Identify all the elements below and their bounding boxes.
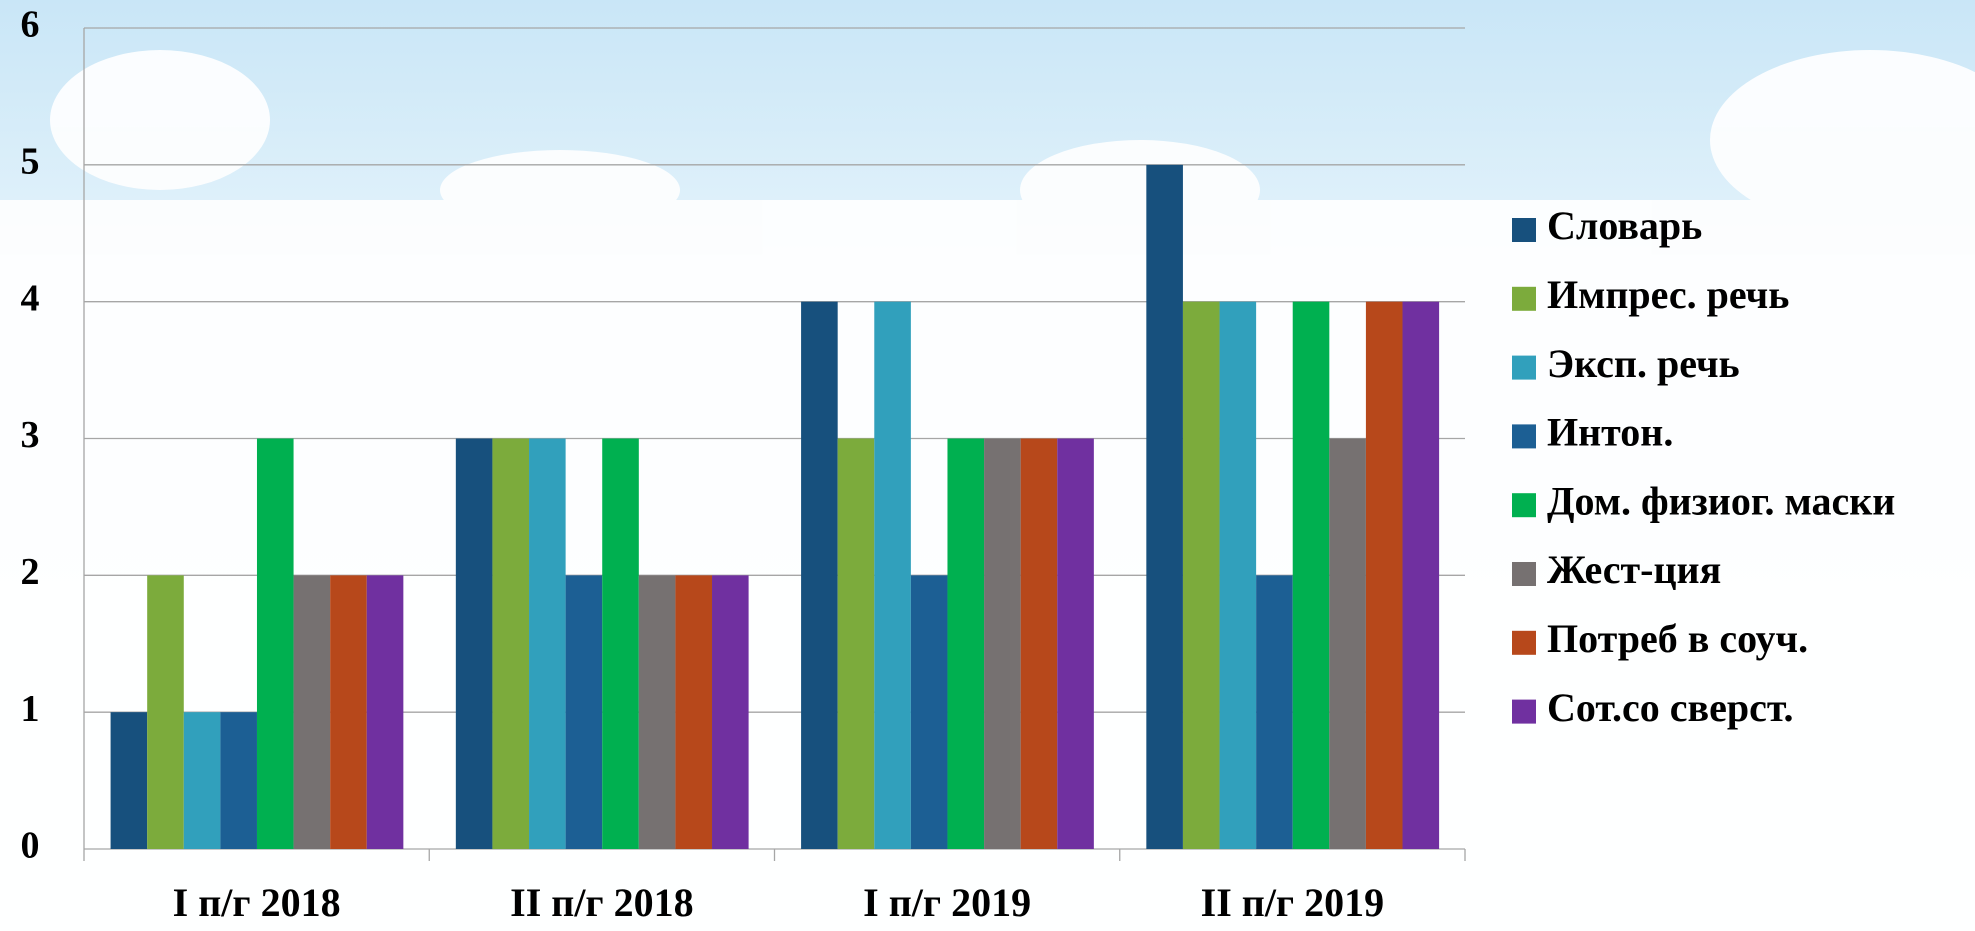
bar <box>330 575 367 849</box>
x-tick-label: II п/г 2019 <box>1201 880 1384 925</box>
legend-label: Эксп. речь <box>1547 341 1740 386</box>
bar <box>1146 165 1183 849</box>
legend-swatch <box>1512 493 1536 517</box>
y-tick-label: 2 <box>21 551 40 593</box>
legend-label: Интон. <box>1547 410 1673 455</box>
bar <box>1057 439 1094 850</box>
bar <box>1293 302 1330 849</box>
bar <box>1366 302 1403 849</box>
legend-label: Сот.со сверст. <box>1547 685 1794 730</box>
legend-label: Импрес. речь <box>1547 272 1789 317</box>
bar <box>1220 302 1257 849</box>
bar <box>639 575 676 849</box>
legend-label: Словарь <box>1547 203 1702 248</box>
page: 0 1 2 3 4 5 6 I п/г 2018 II п/г 2018 I п/г 2019 II… <box>0 0 1975 931</box>
bar <box>111 712 148 849</box>
bar <box>602 439 639 850</box>
bar <box>294 575 331 849</box>
legend-swatch <box>1512 218 1536 242</box>
bar <box>184 712 221 849</box>
legend-swatch <box>1512 631 1536 655</box>
y-tick-label: 3 <box>21 414 40 456</box>
bar <box>1183 302 1220 849</box>
bar <box>984 439 1021 850</box>
x-tick-label: I п/г 2019 <box>863 880 1031 925</box>
bar <box>675 575 712 849</box>
bar <box>838 439 875 850</box>
bar <box>220 712 257 849</box>
bar <box>529 439 566 850</box>
y-tick-label: 4 <box>21 277 40 319</box>
bar <box>947 439 984 850</box>
x-tick-label: I п/г 2018 <box>173 880 341 925</box>
bar <box>257 439 294 850</box>
legend-swatch <box>1512 424 1536 448</box>
bar <box>147 575 184 849</box>
legend-label: Потреб в соуч. <box>1547 616 1808 661</box>
legend-swatch <box>1512 356 1536 380</box>
y-tick-label: 0 <box>21 825 40 867</box>
legend-swatch <box>1512 700 1536 724</box>
bar <box>1021 439 1058 850</box>
legend-label: Дом. физиог. маски <box>1547 478 1895 523</box>
x-tick-label: II п/г 2018 <box>510 880 693 925</box>
bar <box>456 439 493 850</box>
bar <box>874 302 911 849</box>
bar <box>1256 575 1293 849</box>
legend-swatch <box>1512 287 1536 311</box>
legend-label: Жест-ция <box>1547 547 1721 592</box>
y-tick-label: 5 <box>21 141 40 183</box>
bar <box>801 302 838 849</box>
bar <box>492 439 529 850</box>
chart: 0 1 2 3 4 5 6 I п/г 2018 II п/г 2018 I п/г 2019 II… <box>0 0 1975 931</box>
y-tick-label: 1 <box>21 688 40 730</box>
bar <box>1329 439 1366 850</box>
bar <box>566 575 603 849</box>
y-tick-label: 6 <box>21 4 40 46</box>
bar <box>1403 302 1440 849</box>
bar <box>712 575 749 849</box>
bar <box>911 575 948 849</box>
legend-swatch <box>1512 562 1536 586</box>
bar <box>367 575 404 849</box>
